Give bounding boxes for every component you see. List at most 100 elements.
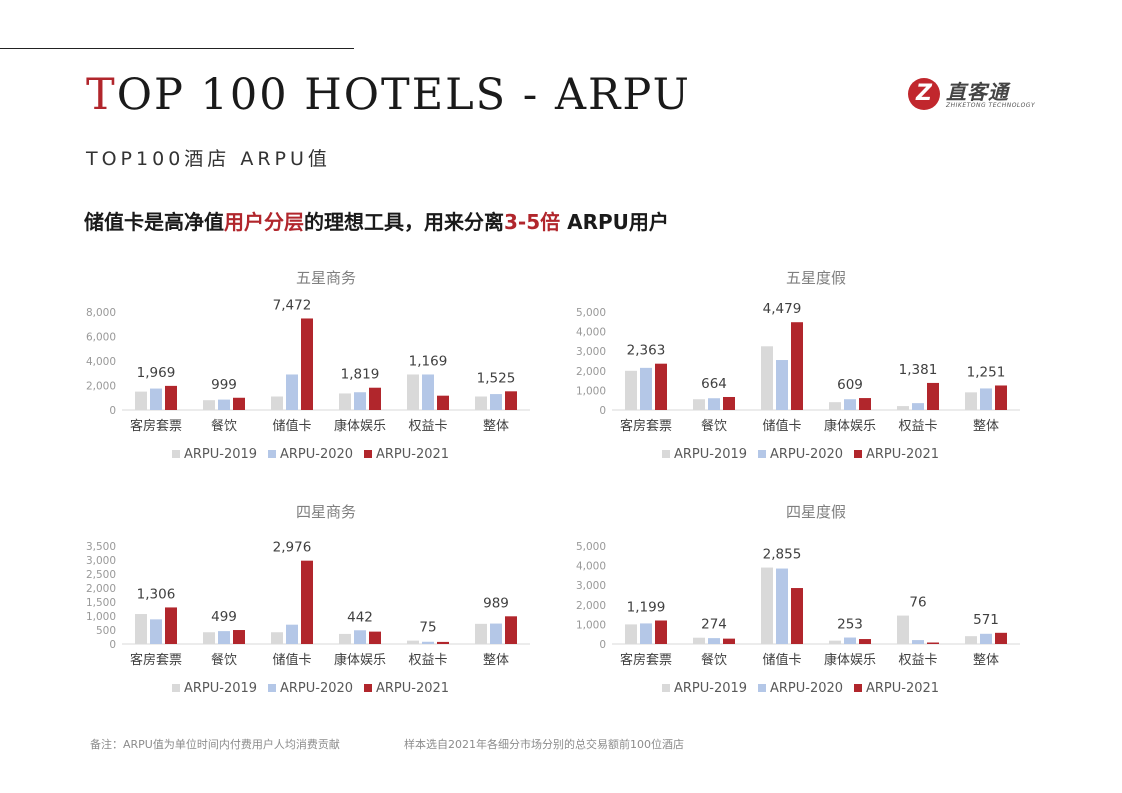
category-label: 储值卡: [272, 652, 311, 668]
y-tick-label: 3,500: [86, 541, 116, 553]
legend-swatch: [758, 450, 766, 458]
category-label: 餐饮: [211, 652, 237, 668]
bar-arpu-2021: [655, 363, 667, 410]
bar-arpu-2020: [844, 399, 856, 410]
y-tick-label: 2,500: [86, 569, 116, 581]
logo-name: 直客通: [946, 80, 1009, 104]
chart-four-star-business: 四星商务 0 500 1,000 1,500 2,000 2,500 3,000 3,500 1,…: [70, 496, 540, 711]
chart-svg: 五星商务 0 2,000 4,000 6,000 8,000 1,969 客房套票 999 餐饮 7…: [86, 269, 530, 462]
category-label: 客房套票: [130, 418, 182, 434]
data-label: 75: [419, 620, 436, 636]
category-label: 餐饮: [701, 652, 727, 668]
data-label: 609: [837, 377, 863, 393]
legend-label: ARPU-2021: [866, 447, 939, 462]
bar-arpu-2019: [829, 640, 841, 644]
category-label: 餐饮: [701, 418, 727, 434]
data-label: 989: [483, 595, 509, 611]
bar-arpu-2019: [965, 636, 977, 644]
data-label: 2,363: [627, 343, 666, 359]
legend-swatch: [662, 450, 670, 458]
bar-arpu-2021: [859, 639, 871, 644]
chart-title: 五星度假: [786, 269, 846, 287]
bar-arpu-2019: [761, 567, 773, 644]
bar-arpu-2019: [203, 400, 215, 410]
bar-arpu-2020: [776, 568, 788, 644]
category-label: 客房套票: [620, 652, 672, 668]
legend-swatch: [268, 450, 276, 458]
bar-arpu-2019: [625, 624, 637, 644]
data-label: 2,855: [763, 547, 802, 563]
bar-arpu-2019: [407, 640, 419, 644]
data-label: 1,969: [137, 365, 176, 381]
bar-arpu-2019: [339, 393, 351, 410]
category-label: 权益卡: [898, 418, 937, 434]
data-label: 1,525: [477, 370, 516, 386]
page-subtitle: TOP100酒店 ARPU值: [86, 148, 331, 170]
bar-arpu-2020: [708, 638, 720, 644]
legend-label: ARPU-2019: [674, 681, 747, 696]
y-tick-label: 500: [96, 625, 116, 637]
bar-arpu-2020: [286, 624, 298, 644]
y-tick-label: 1,000: [86, 611, 116, 623]
bar-arpu-2019: [897, 406, 909, 410]
bar-arpu-2021: [723, 638, 735, 644]
data-label: 1,819: [341, 367, 380, 383]
y-tick-label: 0: [599, 639, 606, 651]
bar-arpu-2020: [490, 394, 502, 410]
bar-arpu-2019: [271, 396, 283, 410]
bar-arpu-2019: [135, 391, 147, 410]
bar-arpu-2020: [150, 619, 162, 644]
legend-label: ARPU-2021: [376, 681, 449, 696]
category-label: 康体娱乐: [334, 652, 386, 668]
y-tick-label: 4,000: [576, 327, 606, 339]
data-label: 2,976: [273, 540, 312, 556]
logo-mark-icon: Z: [908, 78, 940, 110]
bar-arpu-2020: [912, 403, 924, 410]
category-label: 客房套票: [130, 652, 182, 668]
y-tick-label: 2,000: [86, 381, 116, 393]
legend-label: ARPU-2020: [770, 447, 843, 462]
y-tick-label: 1,000: [576, 619, 606, 631]
bar-arpu-2020: [844, 637, 856, 644]
bar-arpu-2021: [301, 560, 313, 644]
legend-swatch: [854, 684, 862, 692]
y-tick-label: 2,000: [576, 366, 606, 378]
bar-arpu-2020: [150, 388, 162, 410]
bar-arpu-2019: [135, 614, 147, 644]
data-label: 7,472: [273, 297, 312, 313]
bar-arpu-2021: [655, 620, 667, 644]
bar-arpu-2021: [927, 642, 939, 644]
legend-label: ARPU-2020: [280, 447, 353, 462]
data-label: 253: [837, 617, 863, 633]
bar-arpu-2019: [693, 637, 705, 644]
bar-arpu-2020: [354, 392, 366, 410]
category-label: 整体: [973, 653, 999, 668]
bar-arpu-2021: [859, 398, 871, 410]
legend-swatch: [662, 684, 670, 692]
legend-label: ARPU-2019: [674, 447, 747, 462]
bar-arpu-2019: [271, 632, 283, 644]
category-label: 整体: [973, 419, 999, 434]
bar-arpu-2021: [791, 588, 803, 644]
title-rest: OP 100 HOTELS - ARPU: [116, 70, 691, 120]
page-title: TOP 100 HOTELS - ARPU: [86, 70, 691, 120]
bar-arpu-2019: [475, 396, 487, 410]
y-tick-label: 6,000: [86, 332, 116, 344]
data-label: 76: [909, 595, 926, 611]
data-label: 1,251: [967, 364, 1006, 380]
headline-highlight-2: 3-5倍: [504, 210, 561, 234]
bar-arpu-2019: [339, 633, 351, 644]
bar-arpu-2021: [165, 385, 177, 410]
legend-swatch: [854, 450, 862, 458]
y-tick-label: 3,000: [576, 346, 606, 358]
bar-arpu-2021: [369, 631, 381, 644]
bar-arpu-2020: [490, 623, 502, 644]
bar-arpu-2021: [437, 395, 449, 410]
y-tick-label: 0: [109, 405, 116, 417]
legend-swatch: [268, 684, 276, 692]
data-label: 274: [701, 617, 727, 633]
category-label: 储值卡: [762, 652, 801, 668]
bar-arpu-2019: [693, 399, 705, 410]
bar-arpu-2021: [233, 397, 245, 410]
bar-arpu-2019: [965, 392, 977, 410]
